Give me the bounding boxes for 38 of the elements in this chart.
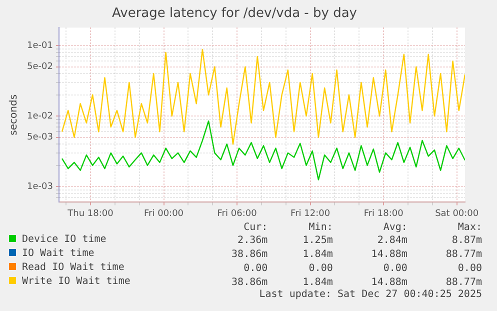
y-tick-label: 1e-03	[26, 182, 53, 192]
text: Last update: Sat Dec 27 00:40:25 2025	[258, 289, 483, 300]
legend-label: Device IO time	[21, 233, 108, 247]
text: 38.86m	[230, 248, 269, 261]
text: 0.00	[456, 262, 483, 275]
text: 2.84m	[376, 234, 408, 247]
chart-title: Average latency for /dev/vda - by day	[112, 6, 358, 22]
text: Min:	[308, 222, 334, 233]
y-axis-title: seconds	[8, 94, 20, 136]
text: 1.25m	[302, 234, 334, 247]
y-tick-label: 5e-02	[26, 62, 53, 72]
text: 14.88m	[370, 248, 408, 261]
x-tick-label: Fri 12:00	[290, 208, 330, 219]
legend-label: Write IO Wait time	[21, 275, 132, 289]
y-tick-label: 5e-03	[26, 132, 53, 143]
text: 2.36m	[236, 234, 269, 247]
text: 88.77m	[444, 248, 483, 261]
text: 14.88m	[370, 276, 408, 289]
x-tick-label: Fri 06:00	[217, 208, 258, 219]
x-tick-label: Fri 18:00	[364, 208, 404, 219]
text: 88.77m	[444, 276, 483, 289]
x-tick-label: Fri 00:00	[144, 208, 184, 219]
x-tick-label: Sat 00:00	[435, 208, 479, 219]
text: 8.87m	[450, 234, 483, 247]
legend-label: Read IO Wait time	[21, 261, 126, 275]
text: Max:	[456, 222, 483, 233]
y-tick-label: 1e-02	[26, 111, 53, 122]
text: 1.84m	[302, 248, 334, 261]
text: 0.00	[308, 262, 334, 275]
text: Cur:	[242, 222, 269, 233]
legend-label: IO Wait time	[21, 247, 96, 261]
text: 0.00	[382, 262, 408, 275]
text: 0.00	[242, 262, 269, 275]
text: Avg:	[382, 222, 408, 233]
text: 1.84m	[302, 276, 334, 289]
text: 38.86m	[230, 276, 269, 289]
x-tick-label: Thu 18:00	[66, 208, 114, 219]
y-tick-label: 1e-01	[26, 40, 53, 51]
